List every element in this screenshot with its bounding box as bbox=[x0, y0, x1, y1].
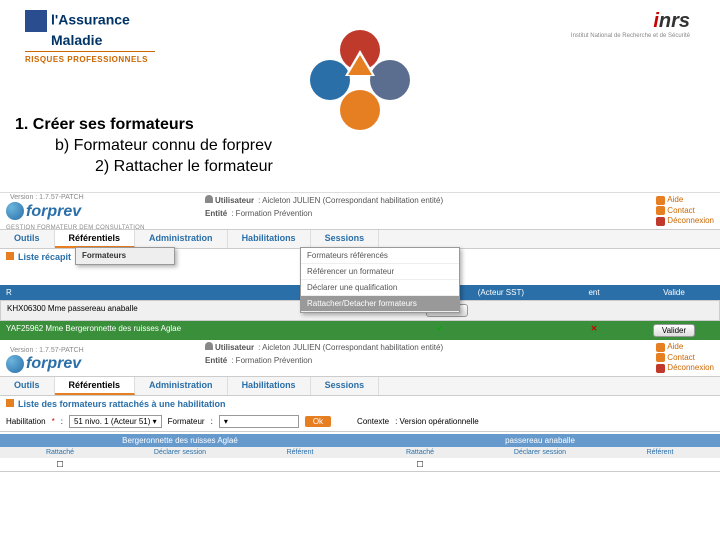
col-name-2: passereau anaballe bbox=[360, 434, 720, 447]
dd-item-referenced[interactable]: Formateurs référencés bbox=[301, 248, 459, 264]
nav-administration[interactable]: Administration bbox=[135, 230, 228, 248]
nav2-habilitations[interactable]: Habilitations bbox=[228, 377, 311, 395]
page-title-2: Liste des formateurs rattachés à une hab… bbox=[0, 396, 720, 412]
formateur-label: Formateur bbox=[168, 417, 205, 426]
nav-sessions[interactable]: Sessions bbox=[311, 230, 380, 248]
center-badge bbox=[310, 30, 430, 150]
habilitation-label: Habilitation bbox=[6, 417, 46, 426]
app-screenshot-2: Version : 1.7.57-PATCH forprev Utilisate… bbox=[0, 339, 720, 472]
submenu-2[interactable]: Formateurs référencés Référencer un form… bbox=[300, 247, 460, 313]
checkbox-2[interactable]: ☐ bbox=[360, 458, 480, 471]
cross-icon: ✕ bbox=[591, 324, 598, 333]
nav2-referentiels[interactable]: Référentiels bbox=[55, 377, 136, 395]
app-screenshot-1: Version : 1.7.57-PATCH forprev GESTION F… bbox=[0, 192, 720, 335]
dd-item-reference[interactable]: Référencer un formateur bbox=[301, 264, 459, 280]
version-label: Version : 1.7.57-PATCH bbox=[10, 194, 84, 201]
ok-button[interactable]: Ok bbox=[305, 416, 331, 427]
forprev-logo: forprev bbox=[6, 203, 81, 220]
dd-item-declare[interactable]: Déclarer une qualification bbox=[301, 280, 459, 296]
deconnexion-link[interactable]: Déconnexion bbox=[656, 216, 714, 225]
aide-link[interactable]: Aide bbox=[656, 195, 714, 204]
habilitation-select[interactable]: 51 nivo. 1 (Acteur 51) ▾ bbox=[69, 415, 162, 428]
nav2-administration[interactable]: Administration bbox=[135, 377, 228, 395]
contact-link[interactable]: Contact bbox=[656, 206, 714, 215]
deconnexion-link-2[interactable]: Déconnexion bbox=[656, 363, 714, 372]
contexte-label: Contexte bbox=[357, 417, 389, 426]
assurance-maladie-logo: l'Assurance Maladie RISQUES PROFESSIONNE… bbox=[25, 10, 155, 64]
validate-button-2[interactable]: Valider bbox=[653, 324, 695, 337]
formateur-select[interactable]: ▾ bbox=[219, 415, 299, 428]
nav2-outils[interactable]: Outils bbox=[0, 377, 55, 395]
nav-referentiels[interactable]: Référentiels bbox=[55, 230, 136, 248]
checkbox-1[interactable]: ☐ bbox=[0, 458, 120, 471]
nav-habilitations[interactable]: Habilitations bbox=[228, 230, 311, 248]
dd-item-rattacher[interactable]: Rattacher/Detacher formateurs bbox=[301, 296, 459, 312]
col-name-1: Bergeronnette des ruisses Aglaé bbox=[0, 434, 360, 447]
nav-outils[interactable]: Outils bbox=[0, 230, 55, 248]
user-info: Utilisateur: Aicleton JULIEN (Correspond… bbox=[205, 195, 443, 222]
aide-link-2[interactable]: Aide bbox=[656, 342, 714, 351]
check-icon: ✓ bbox=[437, 324, 444, 333]
contact-link-2[interactable]: Contact bbox=[656, 353, 714, 362]
nav2-sessions[interactable]: Sessions bbox=[311, 377, 380, 395]
submenu-1[interactable]: Formateurs bbox=[75, 247, 175, 265]
inrs-logo: inrs Institut National de Recherche et d… bbox=[571, 10, 690, 39]
